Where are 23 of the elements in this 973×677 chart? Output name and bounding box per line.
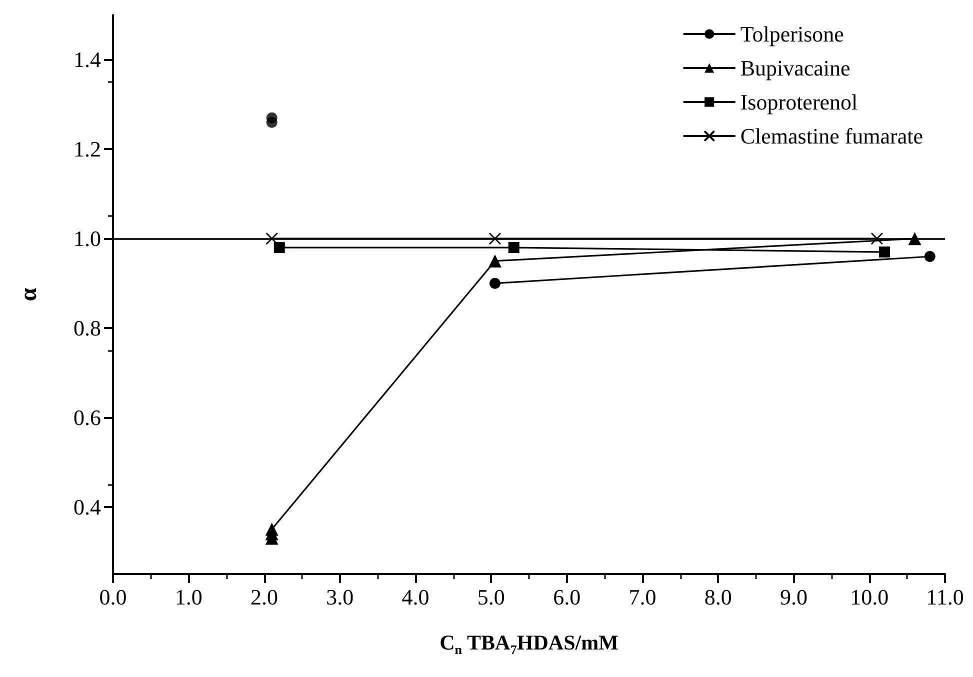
y-tick-label: 0.8 xyxy=(74,316,101,341)
legend-label: Bupivacaine xyxy=(740,56,850,80)
x-tick-label: 2.0 xyxy=(250,584,278,610)
x-tick-label: 10.0 xyxy=(850,584,889,610)
legend-label: Clemastine fumarate xyxy=(740,124,924,148)
y-axis-title: α xyxy=(16,287,42,302)
y-tick-label: 1.0 xyxy=(74,226,101,252)
y-tick-label: 0.6 xyxy=(74,404,101,430)
y-tick-label: 1.2 xyxy=(74,136,101,162)
x-tick-label: 9.0 xyxy=(780,584,808,610)
y-tick-label: 1.4 xyxy=(74,47,101,72)
x-tick-label: 5.0 xyxy=(477,584,505,610)
x-tick-label: 3.0 xyxy=(326,584,354,610)
y-tick-label: 0.4 xyxy=(74,494,101,520)
x-tick-label: 8.0 xyxy=(704,584,732,610)
legend-label: Isoproterenol xyxy=(740,90,858,114)
x-tick-label: 7.0 xyxy=(628,584,656,610)
x-tick-label: 4.0 xyxy=(402,584,430,610)
x-tick-label: 1.0 xyxy=(174,584,202,610)
x-tick-label: 0.0 xyxy=(99,584,127,610)
x-tick-label: 6.0 xyxy=(553,584,581,610)
x-tick-label: 11.0 xyxy=(926,584,964,610)
legend-label: Tolperisone xyxy=(740,22,844,46)
